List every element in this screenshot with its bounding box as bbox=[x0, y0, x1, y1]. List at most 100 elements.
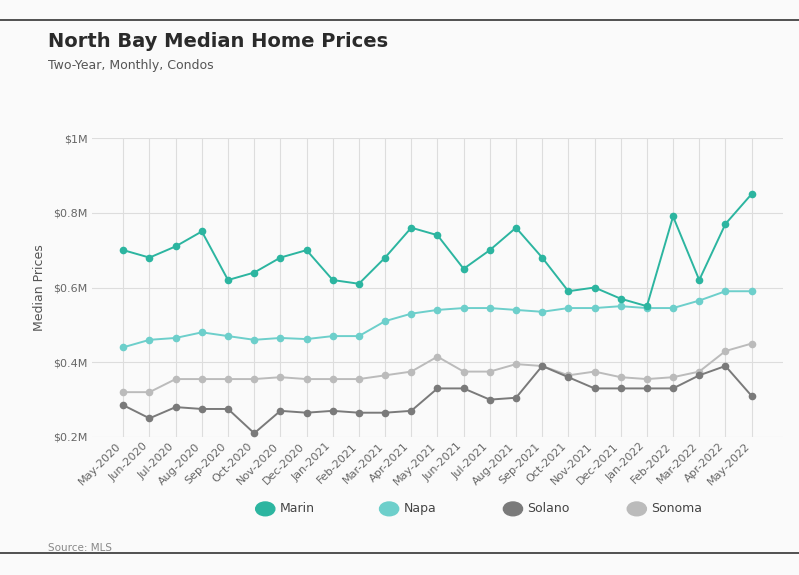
Napa bbox=[485, 305, 495, 312]
Sonoma bbox=[223, 375, 233, 382]
Sonoma bbox=[590, 368, 599, 375]
Napa bbox=[380, 317, 390, 324]
Napa bbox=[302, 336, 312, 343]
Line: Solano: Solano bbox=[120, 362, 755, 437]
Marin bbox=[171, 243, 181, 250]
Sonoma bbox=[302, 375, 312, 382]
Napa bbox=[171, 335, 181, 342]
Sonoma bbox=[328, 375, 337, 382]
Sonoma bbox=[616, 374, 626, 381]
Solano bbox=[747, 392, 757, 399]
Solano bbox=[563, 374, 573, 381]
Sonoma bbox=[354, 375, 364, 382]
Solano bbox=[694, 372, 704, 379]
Solano bbox=[223, 405, 233, 412]
Sonoma bbox=[642, 375, 652, 382]
Solano bbox=[642, 385, 652, 392]
Marin bbox=[276, 254, 285, 261]
Napa bbox=[747, 288, 757, 294]
Sonoma bbox=[118, 389, 128, 396]
Napa bbox=[433, 306, 443, 313]
Text: Marin: Marin bbox=[280, 503, 315, 515]
Text: Two-Year, Monthly, Condos: Two-Year, Monthly, Condos bbox=[48, 59, 213, 72]
Napa bbox=[197, 329, 207, 336]
Marin bbox=[590, 284, 599, 291]
Marin bbox=[328, 277, 337, 283]
Solano bbox=[380, 409, 390, 416]
Napa bbox=[721, 288, 730, 294]
Sonoma bbox=[485, 368, 495, 375]
Sonoma bbox=[249, 375, 259, 382]
Sonoma bbox=[747, 340, 757, 347]
Solano bbox=[197, 405, 207, 412]
Solano bbox=[459, 385, 468, 392]
Napa bbox=[276, 335, 285, 342]
Sonoma bbox=[197, 375, 207, 382]
Marin bbox=[694, 277, 704, 283]
Solano bbox=[276, 407, 285, 414]
Marin bbox=[642, 302, 652, 309]
Text: Napa: Napa bbox=[403, 503, 436, 515]
Marin bbox=[511, 224, 521, 231]
Solano bbox=[538, 363, 547, 370]
Marin bbox=[223, 277, 233, 283]
Solano bbox=[433, 385, 443, 392]
Napa bbox=[616, 302, 626, 309]
Napa bbox=[563, 305, 573, 312]
Text: Source: MLS: Source: MLS bbox=[48, 543, 112, 553]
Solano bbox=[485, 396, 495, 403]
Solano bbox=[590, 385, 599, 392]
Marin bbox=[668, 213, 678, 220]
Marin bbox=[354, 280, 364, 287]
Napa bbox=[511, 306, 521, 313]
Line: Marin: Marin bbox=[120, 190, 755, 310]
Solano bbox=[721, 363, 730, 370]
Napa bbox=[223, 332, 233, 339]
Napa bbox=[459, 305, 468, 312]
Text: Solano: Solano bbox=[527, 503, 570, 515]
Solano bbox=[302, 409, 312, 416]
Text: North Bay Median Home Prices: North Bay Median Home Prices bbox=[48, 32, 388, 51]
Napa bbox=[538, 308, 547, 315]
Marin bbox=[407, 224, 416, 231]
Sonoma bbox=[459, 368, 468, 375]
Napa bbox=[668, 305, 678, 312]
Napa bbox=[249, 336, 259, 343]
Line: Napa: Napa bbox=[120, 288, 755, 351]
Marin bbox=[302, 247, 312, 254]
Marin bbox=[563, 288, 573, 294]
Marin bbox=[380, 254, 390, 261]
Sonoma bbox=[538, 363, 547, 370]
Marin bbox=[433, 232, 443, 239]
Marin bbox=[118, 247, 128, 254]
Marin bbox=[485, 247, 495, 254]
Marin bbox=[747, 191, 757, 198]
Napa bbox=[590, 305, 599, 312]
Napa bbox=[118, 344, 128, 351]
Sonoma bbox=[433, 353, 443, 360]
Solano bbox=[328, 407, 337, 414]
Solano bbox=[407, 407, 416, 414]
Marin bbox=[145, 254, 154, 261]
Marin bbox=[249, 269, 259, 276]
Solano bbox=[354, 409, 364, 416]
Solano bbox=[616, 385, 626, 392]
Napa bbox=[145, 336, 154, 343]
Sonoma bbox=[276, 374, 285, 381]
Marin bbox=[197, 228, 207, 235]
Solano bbox=[118, 402, 128, 409]
Solano bbox=[171, 404, 181, 411]
Solano bbox=[249, 430, 259, 437]
Sonoma bbox=[380, 372, 390, 379]
Sonoma bbox=[668, 374, 678, 381]
Marin bbox=[459, 266, 468, 273]
Sonoma bbox=[171, 375, 181, 382]
Solano bbox=[668, 385, 678, 392]
Text: Sonoma: Sonoma bbox=[651, 503, 702, 515]
Napa bbox=[642, 305, 652, 312]
Sonoma bbox=[721, 347, 730, 354]
Sonoma bbox=[563, 372, 573, 379]
Napa bbox=[328, 332, 337, 339]
Solano bbox=[511, 394, 521, 401]
Y-axis label: Median Prices: Median Prices bbox=[34, 244, 46, 331]
